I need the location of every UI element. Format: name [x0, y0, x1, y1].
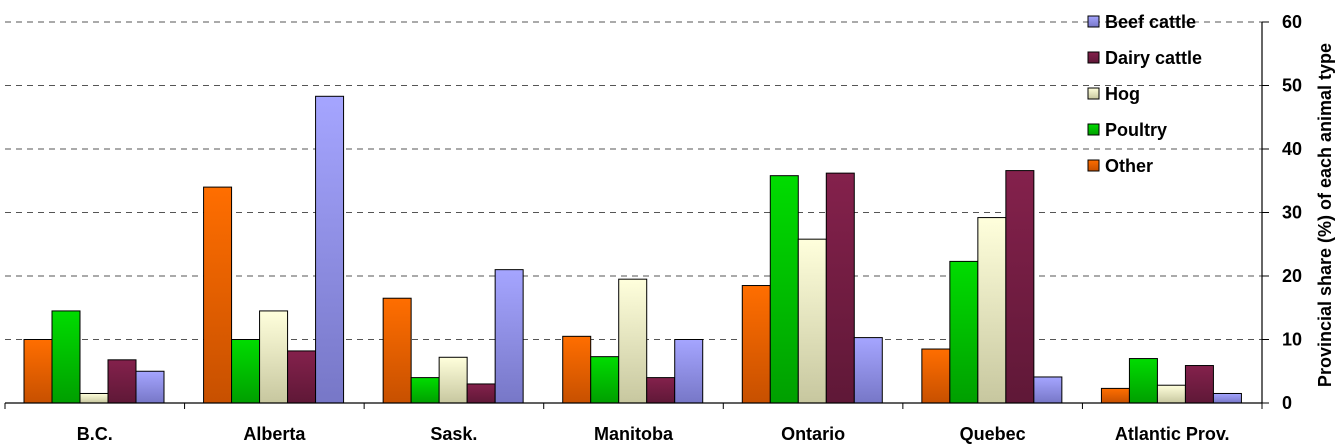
bar-other — [23, 339, 53, 404]
y-tick-label: 50 — [1282, 76, 1302, 96]
y-tick-label: 40 — [1282, 139, 1302, 159]
bar-hog — [797, 238, 827, 404]
bar-beef-cattle — [1033, 376, 1063, 404]
legend-label: Dairy cattle — [1105, 48, 1202, 68]
bar-hog — [259, 310, 289, 404]
bar-other — [382, 297, 412, 404]
bar-hog — [618, 278, 648, 404]
legend-swatch-beef-cattle — [1087, 15, 1100, 28]
legend: Beef cattle Dairy cattle Hog Poultry Other — [1087, 12, 1202, 176]
category-label: Sask. — [430, 424, 477, 444]
legend-swatch-dairy-cattle — [1087, 51, 1100, 64]
bar-other — [741, 285, 771, 404]
y-tick-label: 0 — [1282, 393, 1292, 413]
bar-other — [203, 186, 233, 404]
bar-beef-cattle — [494, 269, 524, 404]
bar-dairy-cattle — [1005, 170, 1035, 404]
bar-hog — [977, 217, 1007, 404]
bar-dairy-cattle — [825, 172, 855, 404]
y-tick-label: 10 — [1282, 330, 1302, 350]
bar-other — [921, 348, 951, 404]
legend-swatch-poultry — [1087, 123, 1100, 136]
y-axis: 0 10 20 30 40 50 60 — [1261, 12, 1302, 413]
category-label: Manitoba — [594, 424, 674, 444]
legend-label: Beef cattle — [1105, 12, 1196, 32]
bar-poultry — [949, 260, 979, 404]
bar-beef-cattle — [315, 95, 345, 404]
bar-poultry — [769, 175, 799, 404]
bar-beef-cattle — [135, 370, 165, 404]
bar-dairy-cattle — [646, 377, 676, 404]
bar-dairy-cattle — [1184, 365, 1214, 404]
bar-poultry — [590, 356, 620, 404]
legend-label: Other — [1105, 156, 1153, 176]
y-tick-label: 20 — [1282, 266, 1302, 286]
x-axis: B.C. Alberta Sask. Manitoba Ontario Quebec Atl… — [4, 402, 1263, 444]
bars — [23, 95, 1242, 404]
category-label: B.C. — [77, 424, 113, 444]
bar-beef-cattle — [853, 337, 883, 404]
category-label: Ontario — [781, 424, 845, 444]
category-label: Atlantic Prov. — [1115, 424, 1230, 444]
bar-poultry — [410, 377, 440, 404]
legend-swatch-other — [1087, 159, 1100, 172]
y-tick-label: 30 — [1282, 203, 1302, 223]
category-label: Quebec — [960, 424, 1026, 444]
bar-other — [562, 335, 592, 404]
category-label: Alberta — [243, 424, 306, 444]
legend-label: Hog — [1105, 84, 1140, 104]
bar-poultry — [231, 339, 261, 404]
legend-swatch-hog — [1087, 87, 1100, 100]
bar-dairy-cattle — [287, 350, 317, 404]
bar-hog — [79, 392, 109, 404]
bar-dairy-cattle — [466, 383, 496, 404]
bar-beef-cattle — [674, 339, 704, 404]
bar-hog — [1156, 384, 1186, 404]
bar-hog — [438, 356, 468, 404]
bar-poultry — [51, 310, 81, 404]
y-axis-title: Provincial share (%) of each animal type — [1315, 43, 1335, 387]
y-tick-label: 60 — [1282, 12, 1302, 32]
bar-other — [1100, 387, 1130, 404]
bar-poultry — [1128, 358, 1158, 404]
bar-dairy-cattle — [107, 359, 137, 404]
legend-label: Poultry — [1105, 120, 1167, 140]
bar-beef-cattle — [1212, 392, 1242, 404]
